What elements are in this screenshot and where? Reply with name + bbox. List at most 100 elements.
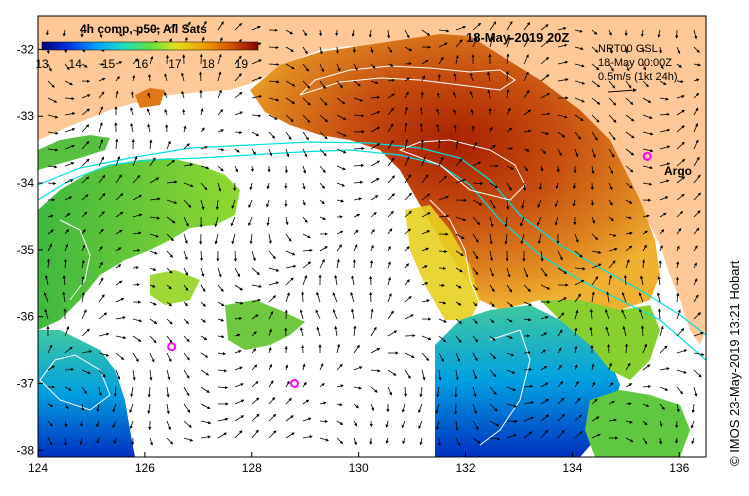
current-arrow	[574, 380, 579, 388]
colorbar-tick-label: 16	[135, 57, 149, 71]
current-arrow	[506, 88, 510, 99]
current-arrow	[353, 97, 364, 102]
current-arrow	[453, 72, 457, 82]
current-arrow	[421, 29, 431, 36]
current-arrow	[540, 398, 550, 405]
current-arrow	[621, 291, 627, 303]
current-arrow	[572, 199, 576, 207]
current-arrow	[472, 284, 479, 291]
current-arrow	[268, 148, 273, 157]
current-arrow	[455, 437, 461, 447]
current-arrow	[436, 108, 440, 116]
current-arrow	[690, 420, 695, 429]
current-arrow	[404, 369, 411, 379]
current-arrow	[506, 403, 518, 408]
current-arrow	[334, 325, 338, 337]
current-arrow	[166, 233, 174, 242]
current-arrow	[658, 46, 663, 54]
current-arrow	[642, 131, 654, 136]
current-arrow	[387, 139, 394, 150]
current-arrow	[489, 369, 497, 378]
current-arrow	[693, 46, 700, 53]
current-arrow	[130, 107, 134, 116]
current-arrow	[438, 42, 448, 48]
current-arrow	[353, 325, 357, 337]
current-arrow	[642, 114, 653, 119]
current-arrow	[336, 182, 346, 187]
current-arrow	[404, 246, 410, 252]
current-arrow	[214, 216, 219, 228]
current-arrow	[676, 328, 685, 337]
current-arrow	[523, 351, 531, 355]
current-arrow	[217, 108, 224, 116]
current-arrow	[149, 250, 158, 255]
current-arrow	[523, 267, 529, 278]
sst-contour-4	[59, 219, 91, 301]
current-arrow	[301, 291, 305, 303]
current-arrow	[166, 180, 178, 184]
current-arrow	[506, 165, 514, 170]
current-arrow	[489, 318, 495, 324]
current-arrow	[455, 140, 459, 150]
current-arrow	[231, 233, 236, 245]
y-axis: -32 -33 -34 -35 -36 -37 -38	[17, 42, 43, 457]
current-arrow	[438, 214, 450, 218]
current-arrow	[472, 352, 478, 362]
current-arrow	[608, 29, 612, 36]
current-arrow	[81, 194, 89, 201]
current-arrow	[506, 21, 513, 31]
current-arrow	[47, 437, 53, 446]
current-arrow	[200, 267, 205, 277]
current-arrow	[266, 182, 270, 190]
current-arrow	[285, 114, 294, 123]
current-arrow	[625, 437, 634, 442]
colorbar-ramp	[41, 41, 259, 51]
current-arrow	[217, 369, 228, 373]
current-arrow	[149, 55, 154, 65]
current-arrow	[98, 138, 104, 150]
current-arrow	[489, 267, 494, 277]
current-arrow	[302, 216, 308, 224]
current-arrow	[574, 397, 581, 405]
current-arrow	[113, 437, 117, 445]
current-arrow	[659, 112, 670, 117]
current-info-line2: 18-May 00:00Z	[598, 57, 672, 69]
current-arrow	[591, 216, 596, 224]
current-arrow	[455, 233, 465, 239]
current-arrow	[591, 80, 601, 88]
current-arrow	[506, 386, 517, 392]
current-arrow	[234, 55, 242, 65]
current-arrow	[231, 199, 236, 209]
current-arrow	[266, 216, 270, 226]
current-arrow	[676, 386, 684, 395]
current-arrow	[353, 213, 361, 218]
current-arrow	[540, 112, 551, 116]
current-arrow	[404, 138, 409, 150]
current-arrow	[302, 261, 312, 269]
current-arrow	[115, 247, 122, 252]
current-arrow	[608, 131, 616, 141]
x-tick-label: 136	[669, 461, 689, 475]
current-arrow	[370, 177, 380, 184]
current-arrow	[523, 21, 531, 31]
current-arrow	[574, 63, 585, 68]
current-arrow	[472, 301, 478, 307]
current-arrow	[557, 27, 567, 31]
current-arrow	[319, 182, 326, 189]
current-arrow	[693, 123, 698, 133]
current-arrow	[421, 212, 431, 218]
current-arrow	[251, 298, 261, 303]
current-arrow	[472, 161, 482, 167]
colorbar-tick-label: 18	[201, 57, 215, 71]
current-arrow	[284, 165, 288, 174]
current-arrow	[404, 46, 413, 52]
current-arrow	[676, 403, 680, 413]
current-arrow	[166, 284, 172, 290]
current-arrow	[557, 397, 565, 405]
current-arrow	[489, 352, 497, 360]
current-arrow	[319, 363, 324, 371]
current-arrow	[540, 349, 547, 354]
current-arrow	[385, 420, 389, 428]
current-arrow	[404, 352, 415, 358]
current-arrow	[590, 199, 594, 206]
